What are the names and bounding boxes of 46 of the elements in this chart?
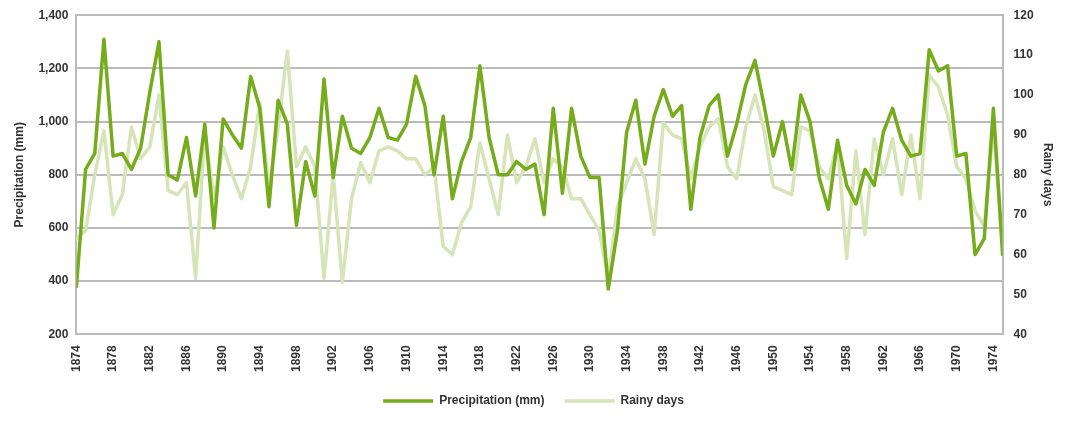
x-tick-label: 1942: [692, 344, 707, 373]
x-tick-label: 1890: [215, 344, 230, 373]
legend-label: Precipitation (mm): [439, 393, 545, 408]
x-tick-label: 1966: [912, 344, 927, 373]
x-tick-label: 1974: [985, 344, 1000, 373]
x-tick-label: 1910: [398, 344, 413, 373]
y2-tick-label: 100: [1013, 87, 1034, 102]
x-tick-label: 1898: [288, 344, 303, 373]
y-axis-title: Precipitation (mm): [11, 122, 26, 228]
y2-tick-label: 50: [1013, 286, 1028, 301]
y2-tick-label: 120: [1013, 7, 1034, 22]
x-tick-label: 1886: [178, 344, 193, 373]
x-tick-label: 1954: [802, 344, 817, 373]
x-tick-label: 1938: [655, 344, 670, 373]
y2-tick-label: 110: [1013, 47, 1034, 62]
x-tick-label: 1906: [362, 344, 377, 373]
legend-label: Rainy days: [620, 393, 685, 408]
x-tick-label: 1926: [545, 344, 560, 373]
y2-tick-label: 40: [1013, 326, 1028, 341]
y-tick-label: 800: [48, 167, 69, 182]
y-tick-label: 1,200: [38, 60, 69, 75]
y-tick-label: 1,000: [38, 113, 69, 128]
y-tick-label: 400: [48, 273, 69, 288]
y-tick-label: 1,400: [38, 7, 69, 22]
x-tick-label: 1918: [472, 344, 487, 373]
x-tick-label: 1934: [618, 344, 633, 373]
x-tick-label: 1970: [949, 344, 964, 373]
y2-axis-title: Rainy days: [1041, 143, 1056, 207]
x-tick-label: 1882: [142, 344, 157, 373]
x-tick-label: 1874: [68, 344, 83, 373]
x-tick-label: 1914: [435, 344, 450, 373]
y2-tick-label: 60: [1013, 246, 1028, 261]
x-tick-label: 1902: [325, 344, 340, 373]
y2-tick-label: 80: [1013, 167, 1028, 182]
y-tick-label: 200: [48, 326, 69, 341]
y-tick-label: 600: [48, 220, 69, 235]
x-tick-label: 1950: [765, 344, 780, 373]
x-tick-label: 1962: [875, 344, 890, 373]
x-tick-label: 1946: [728, 344, 743, 373]
x-tick-label: 1958: [839, 344, 853, 373]
y2-tick-label: 90: [1013, 127, 1028, 142]
x-tick-label: 1894: [252, 344, 267, 373]
x-tick-label: 1930: [582, 344, 597, 373]
x-tick-label: 1878: [105, 344, 120, 373]
x-tick-label: 1922: [508, 344, 523, 373]
y2-tick-label: 70: [1013, 206, 1028, 221]
